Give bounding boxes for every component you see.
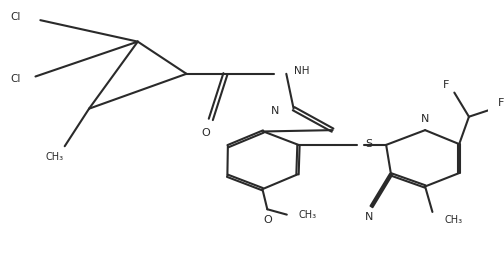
Text: S: S — [366, 138, 373, 149]
Text: N: N — [421, 114, 429, 124]
Text: Cl: Cl — [11, 74, 21, 84]
Text: O: O — [202, 128, 210, 138]
Text: F: F — [498, 98, 504, 108]
Text: N: N — [365, 212, 373, 222]
Text: Cl: Cl — [11, 12, 21, 22]
Text: CH₃: CH₃ — [46, 152, 64, 162]
Text: F: F — [443, 79, 449, 89]
Text: NH: NH — [294, 66, 309, 76]
Text: CH₃: CH₃ — [299, 210, 317, 220]
Text: O: O — [263, 215, 272, 225]
Text: CH₃: CH₃ — [445, 215, 463, 225]
Text: N: N — [271, 106, 279, 116]
